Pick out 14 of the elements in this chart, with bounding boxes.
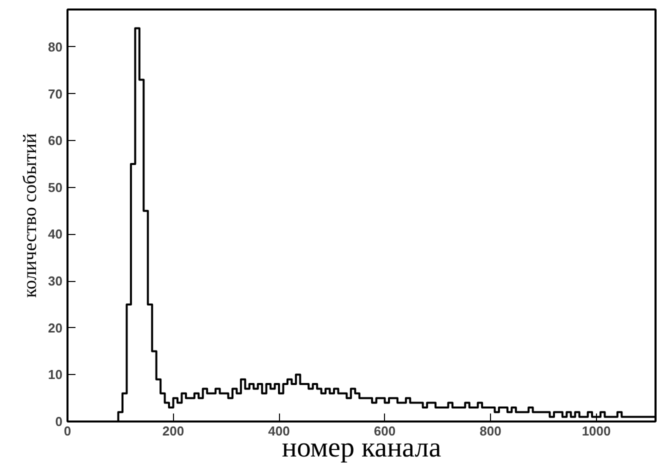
y-tick-label: 80 [48, 39, 63, 54]
y-tick-label: 20 [48, 320, 63, 336]
y-tick-label: 30 [48, 274, 63, 289]
y-axis-title: количество событий [20, 133, 42, 298]
y-tick-label: 40 [48, 226, 63, 242]
x-tick-label: 800 [480, 424, 502, 438]
x-tick-label: 600 [374, 424, 396, 438]
y-tick-label: 70 [48, 86, 63, 102]
x-tick-label: 200 [162, 424, 184, 438]
y-tick-label: 0 [55, 414, 63, 429]
y-tick-label: 50 [48, 180, 63, 195]
y-tick-label: 60 [48, 133, 63, 148]
x-tick-label: 1000 [582, 424, 611, 438]
y-tick-label: 10 [48, 367, 63, 382]
